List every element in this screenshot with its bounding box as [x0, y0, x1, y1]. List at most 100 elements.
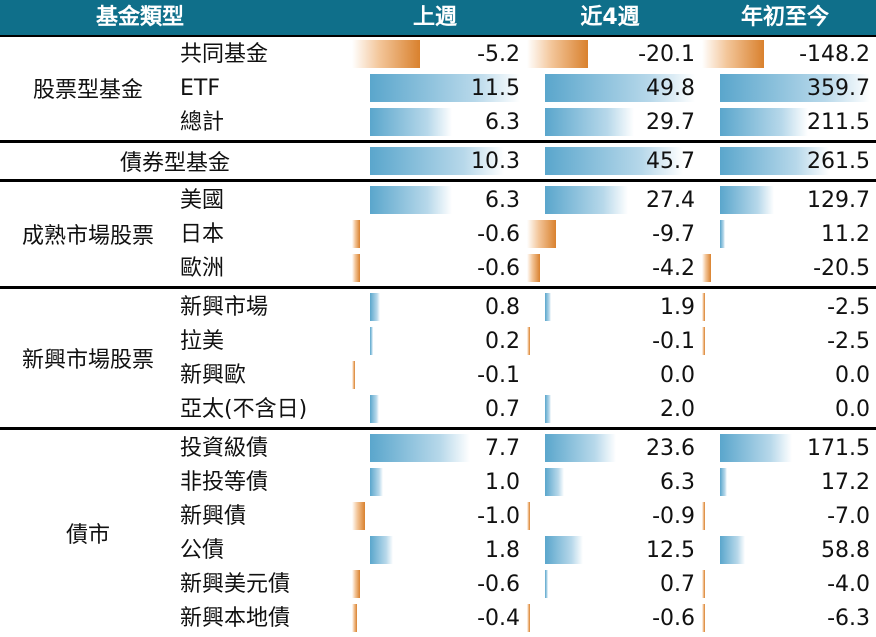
cell-value: -20.5 [813, 256, 870, 281]
negative-bar [352, 361, 355, 389]
group-divider [0, 427, 876, 430]
cell-value: -0.9 [652, 504, 695, 529]
row-label: 美國 [180, 188, 225, 213]
negative-bar [352, 220, 360, 248]
cell-value: -148.2 [799, 42, 870, 67]
positive-bar [370, 536, 393, 564]
cell-value: 211.5 [807, 110, 870, 135]
row-label: 日本 [180, 222, 225, 247]
cell-value: 58.8 [821, 538, 870, 563]
negative-bar [702, 604, 705, 632]
row-label: 新興美元債 [180, 572, 291, 597]
group-divider [0, 35, 876, 37]
positive-bar [720, 186, 774, 214]
row-label: 歐洲 [180, 256, 225, 281]
negative-bar [527, 604, 530, 632]
row-label: 新興本地債 [180, 606, 291, 631]
row-label: 投資級債 [180, 436, 269, 461]
header-fund-type: 基金類型 [95, 5, 184, 30]
positive-bar [720, 536, 745, 564]
cell-value: 0.0 [835, 363, 870, 388]
group-label: 成熟市場股票 [21, 224, 154, 249]
negative-bar [527, 40, 588, 68]
row-label: ETF [180, 76, 220, 101]
positive-bar [545, 536, 583, 564]
cell-value: -0.6 [652, 606, 695, 631]
cell-value: 0.0 [660, 363, 695, 388]
positive-bar [370, 293, 380, 321]
cell-value: -0.6 [477, 572, 520, 597]
negative-bar [527, 220, 556, 248]
row-label: 新興債 [180, 504, 247, 529]
cell-value: 17.2 [821, 470, 870, 495]
positive-bar [370, 434, 470, 462]
cell-value: -4.0 [827, 572, 870, 597]
positive-bar [720, 74, 870, 102]
cell-value: 1.8 [485, 538, 520, 563]
cell-value: 1.0 [485, 470, 520, 495]
negative-bar [702, 327, 705, 355]
cell-value: -1.0 [477, 504, 520, 529]
cell-value: -5.2 [477, 42, 520, 67]
cell-value: -20.1 [638, 42, 695, 67]
group-label: 債券型基金 [119, 151, 230, 176]
positive-bar [545, 147, 683, 175]
positive-bar [545, 293, 551, 321]
negative-bar [702, 502, 705, 530]
negative-bar [527, 327, 530, 355]
negative-bar [527, 502, 530, 530]
cell-value: 11.5 [471, 76, 520, 101]
cell-value: -7.0 [827, 504, 870, 529]
negative-bar [702, 570, 705, 598]
positive-bar [370, 186, 452, 214]
negative-bar [702, 254, 711, 282]
negative-bar [702, 40, 764, 68]
row-label: 非投等債 [180, 470, 269, 495]
group-label: 債市 [65, 523, 110, 548]
cell-value: 0.7 [660, 572, 695, 597]
positive-bar [720, 147, 829, 175]
negative-bar [352, 604, 357, 632]
cell-value: 0.0 [835, 397, 870, 422]
cell-value: 261.5 [807, 149, 870, 174]
header-ytd: 年初至今 [740, 5, 829, 30]
header-last-week: 上週 [412, 5, 457, 30]
group-divider [0, 140, 876, 143]
cell-value: -4.2 [652, 256, 695, 281]
cell-value: 23.6 [646, 436, 695, 461]
cell-value: 359.7 [807, 76, 870, 101]
cell-value: 171.5 [807, 436, 870, 461]
positive-bar [370, 327, 373, 355]
negative-bar [352, 570, 360, 598]
positive-bar [545, 395, 551, 423]
positive-bar [720, 220, 725, 248]
row-label: 新興歐 [180, 363, 247, 388]
cell-value: 6.3 [660, 470, 695, 495]
row-label: 亞太(不含日) [180, 397, 308, 422]
cell-value: 0.2 [485, 329, 520, 354]
cell-value: -6.3 [827, 606, 870, 631]
cell-value: 6.3 [485, 188, 520, 213]
cell-value: -0.6 [477, 222, 520, 247]
cell-value: 11.2 [821, 222, 870, 247]
cell-value: -0.1 [652, 329, 695, 354]
negative-bar [527, 254, 540, 282]
negative-bar [352, 254, 360, 282]
cell-value: 27.4 [646, 188, 695, 213]
cell-value: 49.8 [646, 76, 695, 101]
cell-value: 2.0 [660, 397, 695, 422]
positive-bar [545, 468, 564, 496]
cell-value: -0.4 [477, 606, 520, 631]
cell-value: 6.3 [485, 110, 520, 135]
table-header: 基金類型 上週 近4週 年初至今 [0, 0, 876, 35]
cell-value: 29.7 [646, 110, 695, 135]
positive-bar [720, 468, 727, 496]
negative-bar [352, 40, 420, 68]
cell-value: -0.1 [477, 363, 520, 388]
cell-value: -2.5 [827, 295, 870, 320]
positive-bar [370, 395, 379, 423]
group-label: 新興市場股票 [21, 348, 154, 373]
negative-bar [702, 293, 705, 321]
row-label: 新興市場 [180, 295, 269, 320]
cell-value: 10.3 [471, 149, 520, 174]
